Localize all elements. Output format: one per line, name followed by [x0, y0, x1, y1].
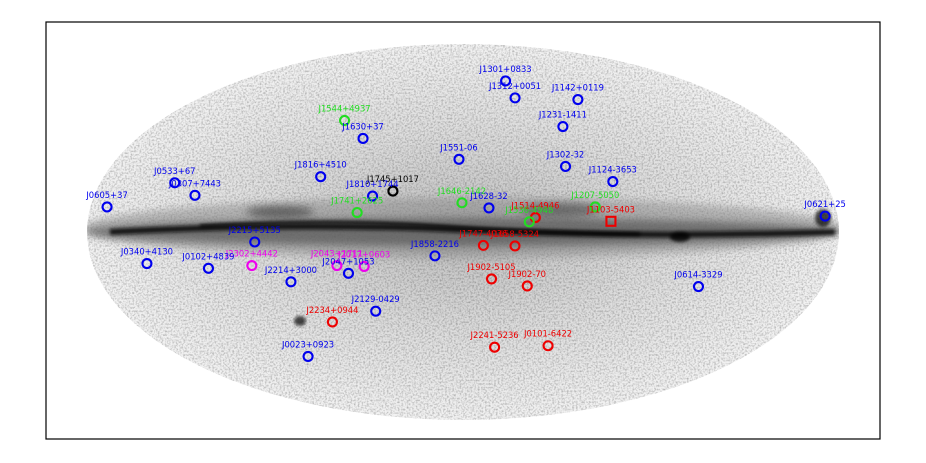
source-marker-j1858-2216 — [429, 250, 441, 262]
source-marker-j1301-0833 — [500, 75, 512, 87]
source-marker-j0614-3329 — [692, 280, 705, 293]
source-label-j1902-70: J1902-70 — [508, 269, 546, 279]
source-marker-j1124-3653 — [607, 175, 619, 188]
source-marker-j0023-0923 — [302, 350, 314, 362]
source-label-j1858-2216: J1858-2216 — [410, 239, 459, 249]
source-marker-j2043-1711 — [331, 259, 343, 272]
source-label-j0102-4839: J0102+4839 — [181, 251, 234, 261]
source-label-j1745-1017: J1745+1017 — [366, 174, 419, 184]
source-marker-j1816-4510 — [315, 171, 327, 183]
source-label-j1902-5105: J1902-5105 — [466, 262, 515, 272]
source-marker-j1551-06 — [453, 153, 465, 165]
source-label-j0023-0923: J0023+0923 — [281, 339, 334, 349]
source-label-j1142-0119: J1142+0119 — [551, 83, 604, 93]
source-label-j2129-0429: J2129-0429 — [351, 294, 400, 304]
source-marker-j1628-32 — [483, 202, 495, 214]
source-marker-j2047-1053 — [342, 267, 355, 279]
source-label-j0614-3329: J0614-3329 — [673, 270, 722, 280]
source-label-j2043-1711: J2043+1711 — [310, 249, 363, 259]
source-marker-j1142-0119 — [572, 93, 584, 106]
source-label-j2047-1053: J2047+1053 — [321, 256, 374, 266]
source-label-j1124-3653: J1124-3653 — [588, 165, 637, 175]
source-marker-j0605-37 — [101, 201, 113, 213]
source-label-j1312-0051: J1312+0051 — [488, 81, 541, 91]
source-label-j1302-32: J1302-32 — [546, 149, 584, 159]
source-marker-j1103-5403 — [605, 215, 617, 227]
source-marker-j2017-0603 — [358, 260, 370, 272]
source-marker-j1630-37 — [357, 132, 369, 144]
source-label-j0307-7443: J0307+7443 — [168, 178, 221, 188]
source-marker-j2214-3000 — [285, 276, 297, 288]
source-marker-j2129-0429 — [370, 305, 382, 317]
source-markers — [101, 75, 831, 362]
source-label-j1103-5403: J1103-5403 — [586, 204, 635, 214]
source-label-j1658-5324: J1658-5324 — [490, 229, 539, 239]
source-marker-j1902-70 — [521, 280, 533, 292]
source-marker-j1207-5050 — [589, 201, 601, 213]
sky-background — [87, 44, 839, 420]
source-label-j2241-5236: J2241-5236 — [470, 330, 519, 340]
source-label-j2302-4442: J2302+4442 — [225, 249, 278, 259]
source-marker-j1536-4948 — [523, 216, 535, 228]
source-marker-j1312-0051 — [509, 92, 521, 104]
source-label-j1551-06: J1551-06 — [439, 142, 477, 152]
source-label-j2017-0603: J2017+0603 — [337, 249, 390, 259]
source-marker-j0101-6422 — [542, 340, 554, 352]
source-marker-j0102-4839 — [202, 262, 215, 274]
source-label-j1628-32: J1628-32 — [469, 191, 507, 201]
source-label-j1207-5050: J1207-5050 — [570, 190, 619, 200]
source-label-j2214-3000: J2214+3000 — [264, 265, 317, 275]
source-marker-j0340-4130 — [141, 257, 153, 270]
source-marker-j2302-4442 — [246, 259, 258, 272]
source-label-j1536-4948: J1536-4948 — [504, 205, 553, 215]
source-marker-j0307-7443 — [189, 189, 201, 201]
source-label-j2215-5135: J2215+5135 — [228, 225, 281, 235]
source-marker-j1902-5105 — [485, 273, 498, 285]
source-marker-j1544-4937 — [338, 114, 351, 127]
source-marker-j1231-1411 — [557, 121, 569, 133]
source-marker-j1747-4036 — [477, 239, 489, 251]
source-marker-j1810-1744 — [367, 190, 379, 202]
source-label-j2234-0944: J2234+0944 — [305, 305, 358, 315]
source-label-j1646-2142: J1646-2142 — [437, 186, 486, 196]
source-marker-j1302-32 — [559, 160, 572, 173]
source-label-j1810-1744: J1810+1744 — [346, 179, 399, 189]
source-marker-j1745-1017 — [387, 185, 399, 197]
source-label-j0533-67: J0533+67 — [153, 166, 195, 176]
source-label-j1514-4946: J1514-4946 — [510, 201, 559, 211]
source-marker-j0621-25 — [819, 210, 831, 222]
source-label-j1630-37: J1630+37 — [341, 121, 383, 131]
source-marker-j2234-0944 — [326, 316, 338, 328]
source-label-j0605-37: J0605+37 — [85, 190, 127, 200]
source-marker-j1646-2142 — [456, 197, 468, 209]
source-marker-j0533-67 — [169, 177, 181, 189]
source-label-j1544-4937: J1544+4937 — [317, 103, 370, 113]
source-label-j1231-1411: J1231-1411 — [538, 110, 587, 120]
source-marker-j1741-2625 — [351, 207, 363, 219]
source-marker-j2241-5236 — [489, 341, 501, 353]
source-label-j1747-4036: J1747-4036 — [458, 228, 507, 238]
source-label-j0101-6422: J0101-6422 — [523, 329, 572, 339]
source-label-j1301-0833: J1301+0833 — [479, 64, 532, 74]
source-marker-j2215-5135 — [249, 236, 261, 248]
source-label-j0340-4130: J0340+4130 — [120, 247, 173, 257]
source-labels: J1301+0833 J1142+0119 J1312+0051 J1231-1411… — [85, 64, 846, 350]
source-label-j1741-2625: J1741+2625 — [330, 196, 383, 206]
source-label-j0621-25: J0621+25 — [803, 199, 845, 209]
source-label-j1816-4510: J1816+4510 — [294, 160, 347, 170]
source-marker-j1658-5324 — [509, 240, 521, 252]
